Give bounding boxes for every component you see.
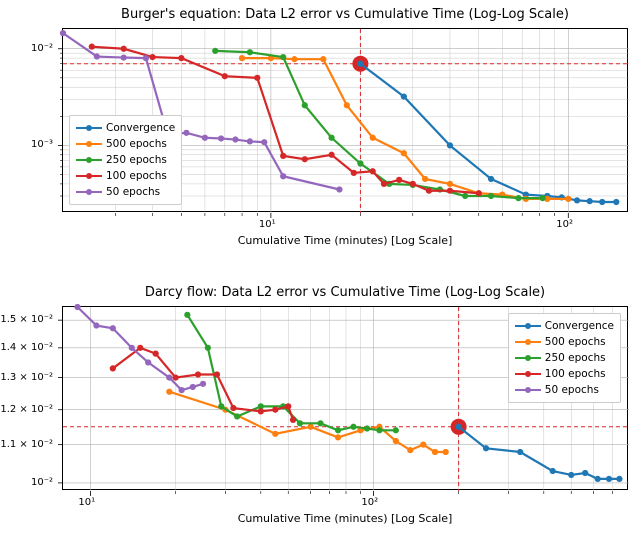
legend-row: 100 epochs [515,366,614,382]
legend-burger: Convergence 500 epochs 250 epochs 100 epoch… [69,115,182,205]
axes-darcy: Darcy flow: Data L2 error vs Cumulative … [62,306,628,490]
legend-row: 250 epochs [76,152,175,168]
legend-label: Convergence [106,122,175,134]
ytick-label: 1.5 × 10⁻² [0,314,53,325]
legend-row: 250 epochs [515,350,614,366]
legend-label: 100 epochs [106,170,167,182]
legend-row: Convergence [76,120,175,136]
ytick-label: 1.1 × 10⁻² [0,439,53,450]
xlabel-burger: Cumulative Time (minutes) [Log Scale] [63,234,627,247]
legend-row: 100 epochs [76,168,175,184]
xtick-label: 10¹ [78,497,95,508]
title-darcy: Darcy flow: Data L2 error vs Cumulative … [63,285,627,300]
xlabel-darcy: Cumulative Time (minutes) [Log Scale] [63,512,627,525]
ytick-label: 10⁻² [31,477,53,488]
figure: Burger's equation: Data L2 error vs Cumu… [0,0,640,541]
legend-swatch [515,357,541,359]
legend-label: 500 epochs [106,138,167,150]
legend-label: 50 epochs [545,384,599,396]
legend-darcy: Convergence 500 epochs 250 epochs 100 epoch… [508,313,621,403]
legend-swatch [515,341,541,343]
ytick-label: 10⁻³ [31,139,53,150]
legend-label: 250 epochs [545,352,606,364]
xtick-label: 10² [556,219,573,230]
legend-swatch [515,389,541,391]
legend-swatch [76,175,102,177]
legend-swatch [515,325,541,327]
ytick-label: 1.4 × 10⁻² [0,342,53,353]
legend-swatch [76,143,102,145]
legend-row: Convergence [515,318,614,334]
ytick-label: 1.3 × 10⁻² [0,372,53,383]
legend-row: 500 epochs [515,334,614,350]
legend-row: 50 epochs [515,382,614,398]
ytick-label: 10⁻² [31,43,53,54]
axes-burger: Burger's equation: Data L2 error vs Cumu… [62,28,628,212]
xtick-label: 10¹ [259,219,276,230]
legend-swatch [515,373,541,375]
legend-row: 50 epochs [76,184,175,200]
legend-swatch [76,191,102,193]
legend-label: 500 epochs [545,336,606,348]
legend-label: Convergence [545,320,614,332]
title-burger: Burger's equation: Data L2 error vs Cumu… [63,7,627,22]
legend-label: 100 epochs [545,368,606,380]
legend-label: 250 epochs [106,154,167,166]
legend-swatch [76,127,102,129]
legend-label: 50 epochs [106,186,160,198]
xtick-label: 10² [361,497,378,508]
legend-swatch [76,159,102,161]
legend-row: 500 epochs [76,136,175,152]
ytick-label: 1.2 × 10⁻² [0,404,53,415]
